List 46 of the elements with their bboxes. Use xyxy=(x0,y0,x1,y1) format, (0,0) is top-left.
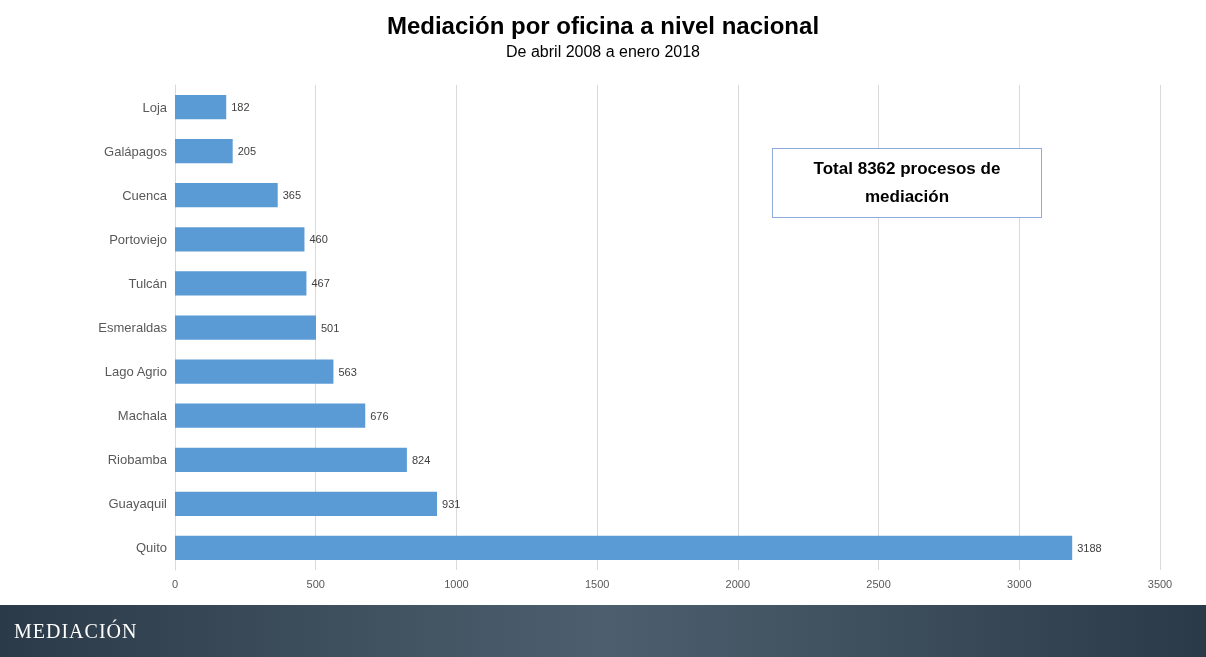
data-label: 182 xyxy=(231,101,250,114)
x-tick-label: 1500 xyxy=(584,577,610,590)
y-tick-label: Riobamba xyxy=(107,452,168,468)
data-label: 563 xyxy=(338,365,357,378)
x-tick-label: 500 xyxy=(306,577,325,590)
data-label: 365 xyxy=(282,189,302,202)
data-label: 467 xyxy=(311,277,330,290)
data-label: 824 xyxy=(411,453,431,466)
data-label: 501 xyxy=(321,321,340,334)
y-tick-label: Quito xyxy=(135,540,167,556)
x-tick-label: 3500 xyxy=(1147,577,1173,590)
y-tick-label: Portoviejo xyxy=(109,231,167,247)
y-tick-label: Loja xyxy=(142,99,168,115)
bar xyxy=(175,359,334,384)
data-label: 205 xyxy=(237,145,257,158)
x-tick-label: 0 xyxy=(171,577,179,590)
y-tick-label: Lago Agrio xyxy=(104,364,167,380)
bar xyxy=(175,403,366,428)
y-tick-label: Esmeraldas xyxy=(98,320,168,335)
y-tick-label: Guayaquil xyxy=(108,496,168,512)
bar xyxy=(175,315,316,340)
chart-subtitle: De abril 2008 a enero 2018 xyxy=(506,42,701,60)
x-tick-label: 1000 xyxy=(444,577,469,590)
x-tick-label: 3000 xyxy=(1007,577,1032,590)
bar xyxy=(175,447,407,472)
bar xyxy=(175,271,307,296)
x-tick-label: 2000 xyxy=(725,577,751,590)
bar xyxy=(175,491,438,516)
y-tick-label: Machala xyxy=(117,408,168,424)
annotation: Total 8362 procesos de mediación xyxy=(812,158,1002,208)
y-tick-label: Galápagos xyxy=(104,143,168,159)
y-tick-label: Tulcán xyxy=(128,275,167,291)
note-box: Total 8362 procesos de mediación xyxy=(772,148,1042,218)
chart-title: Mediación por oficina a nivel nacional xyxy=(386,11,820,39)
bar xyxy=(175,183,278,208)
bar xyxy=(175,139,233,164)
data-label: 676 xyxy=(370,409,389,422)
x-tick-label: 2500 xyxy=(866,577,891,590)
footer-banner: MEDIACIÓN xyxy=(0,605,1206,657)
bar xyxy=(175,94,227,120)
data-label: 460 xyxy=(309,233,328,246)
bar xyxy=(175,535,1073,561)
bar xyxy=(175,227,305,252)
data-label: 931 xyxy=(442,497,461,510)
data-label: 3188 xyxy=(1077,541,1102,554)
y-tick-label: Cuenca xyxy=(122,187,168,203)
